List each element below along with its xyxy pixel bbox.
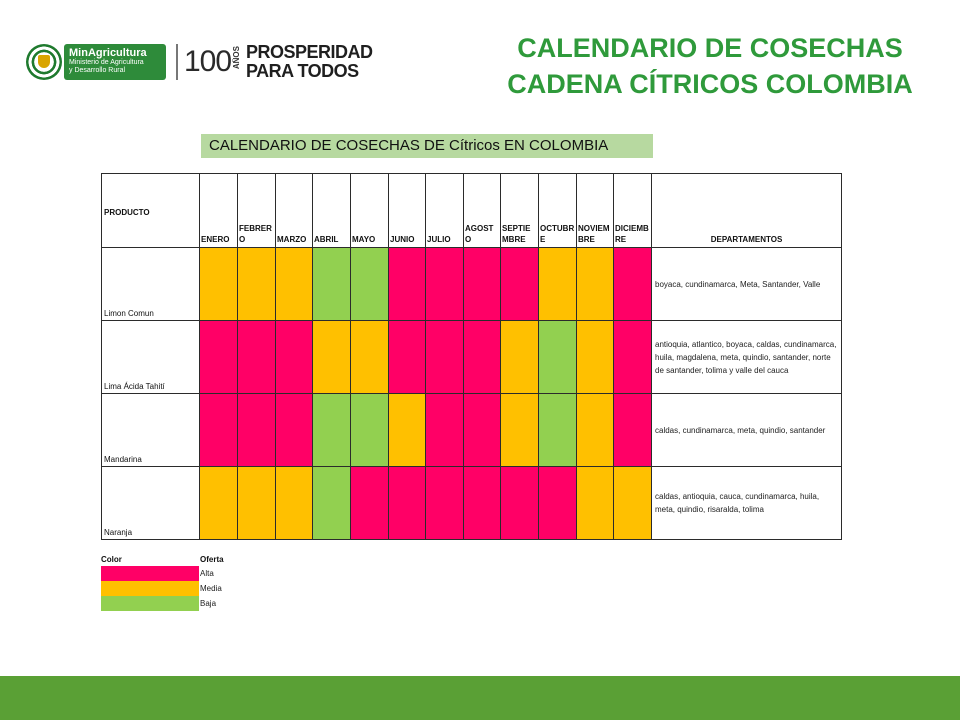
product-name: Lima Ácida Tahití	[101, 320, 200, 394]
table-header-row: PRODUCTO ENERO FEBRERO MARZO ABRIL MAYO …	[101, 173, 842, 248]
month-cell-baja	[350, 247, 389, 321]
month-cell-media	[500, 320, 539, 394]
header-departments: DEPARTAMENTOS	[651, 173, 842, 248]
table-row: Mandarina caldas, cundinamarca, meta, qui…	[101, 393, 842, 467]
anos-label: AÑOS	[232, 46, 241, 70]
table-subtitle: CALENDARIO DE COSECHAS DE Cítricos EN CO…	[201, 134, 653, 158]
header-month: JUNIO	[388, 173, 426, 248]
month-cell-baja	[538, 320, 577, 394]
month-cell-media	[312, 320, 351, 394]
legend-swatch-media	[101, 581, 199, 596]
month-cell-alta	[350, 466, 389, 540]
month-cell-alta	[538, 466, 577, 540]
month-cell-alta	[388, 247, 426, 321]
legend-color-header: Color	[101, 555, 122, 564]
month-cell-alta	[500, 247, 539, 321]
header-month: MARZO	[275, 173, 313, 248]
month-cell-alta	[237, 393, 276, 467]
month-cell-alta	[388, 320, 426, 394]
month-cell-media	[576, 393, 614, 467]
100-anos-logo: 100	[184, 45, 232, 78]
product-name: Naranja	[101, 466, 200, 540]
page-title: CALENDARIO DE COSECHAS CADENA CÍTRICOS C…	[470, 30, 950, 102]
departments-cell: caldas, antioquia, cauca, cundinamarca, …	[651, 466, 842, 540]
departments-cell: caldas, cundinamarca, meta, quindio, san…	[651, 393, 842, 467]
departments-cell: boyaca, cundinamarca, Meta, Santander, V…	[651, 247, 842, 321]
header-product: PRODUCTO	[101, 173, 200, 248]
month-cell-alta	[388, 466, 426, 540]
month-cell-alta	[463, 466, 501, 540]
month-cell-alta	[425, 320, 464, 394]
month-cell-alta	[463, 393, 501, 467]
header-month: ENERO	[199, 173, 238, 248]
header-month: OCTUBRE	[538, 173, 577, 248]
month-cell-alta	[275, 320, 313, 394]
legend-label-alta: Alta	[200, 569, 214, 578]
month-cell-media	[500, 393, 539, 467]
harvest-calendar-table: PRODUCTO ENERO FEBRERO MARZO ABRIL MAYO …	[101, 173, 842, 540]
month-cell-baja	[312, 466, 351, 540]
header-month: FEBRERO	[237, 173, 276, 248]
month-cell-alta	[425, 247, 464, 321]
month-cell-alta	[613, 247, 652, 321]
colombia-seal-icon	[26, 44, 62, 80]
header-month: AGOSTO	[463, 173, 501, 248]
month-cell-media	[613, 466, 652, 540]
header-month: MAYO	[350, 173, 389, 248]
table-row: Naranja caldas, antioquia, cauca, cundina…	[101, 466, 842, 540]
month-cell-alta	[425, 393, 464, 467]
month-cell-alta	[275, 393, 313, 467]
product-name: Limon Comun	[101, 247, 200, 321]
header-month: NOVIEMBRE	[576, 173, 614, 248]
month-cell-alta	[463, 320, 501, 394]
month-cell-baja	[312, 393, 351, 467]
header-month: JULIO	[425, 173, 464, 248]
page-title-line2: CADENA CÍTRICOS COLOMBIA	[507, 69, 913, 99]
month-cell-baja	[350, 393, 389, 467]
month-cell-media	[199, 247, 238, 321]
prosperidad-logo: PROSPERIDAD PARA TODOS	[246, 42, 373, 81]
month-cell-alta	[199, 320, 238, 394]
month-cell-media	[350, 320, 389, 394]
month-cell-media	[237, 466, 276, 540]
table-row: Limon Comun boyaca, cundinamarca, Meta, S…	[101, 247, 842, 321]
month-cell-media	[275, 247, 313, 321]
month-cell-baja	[312, 247, 351, 321]
month-cell-alta	[199, 393, 238, 467]
month-cell-media	[199, 466, 238, 540]
month-cell-alta	[237, 320, 276, 394]
month-cell-alta	[463, 247, 501, 321]
month-cell-media	[275, 466, 313, 540]
departments-cell: antioquia, atlantico, boyaca, caldas, cu…	[651, 320, 842, 394]
month-cell-alta	[500, 466, 539, 540]
legend-swatch-alta	[101, 566, 199, 581]
legend-label-baja: Baja	[200, 599, 217, 608]
month-cell-alta	[425, 466, 464, 540]
month-cell-alta	[613, 320, 652, 394]
product-name: Mandarina	[101, 393, 200, 467]
page-title-line1: CALENDARIO DE COSECHAS	[517, 33, 903, 63]
month-cell-media	[576, 466, 614, 540]
header-month: ABRIL	[312, 173, 351, 248]
table-row: Lima Ácida Tahití antioquia, atlantico, b…	[101, 320, 842, 394]
month-cell-media	[576, 320, 614, 394]
month-cell-alta	[613, 393, 652, 467]
header-month: SEPTIEMBRE	[500, 173, 539, 248]
legend-swatch-baja	[101, 596, 199, 611]
header-month: DICIEMBRE	[613, 173, 652, 248]
month-cell-media	[237, 247, 276, 321]
month-cell-baja	[538, 393, 577, 467]
month-cell-media	[576, 247, 614, 321]
legend-label-media: Media	[200, 584, 222, 593]
legend-offer-header: Oferta	[200, 555, 224, 564]
footer-band	[0, 676, 960, 720]
month-cell-media	[538, 247, 577, 321]
minagricultura-logo: MinAgricultura Ministerio de Agricultura…	[64, 44, 166, 80]
month-cell-media	[388, 393, 426, 467]
logo-divider	[176, 44, 178, 80]
